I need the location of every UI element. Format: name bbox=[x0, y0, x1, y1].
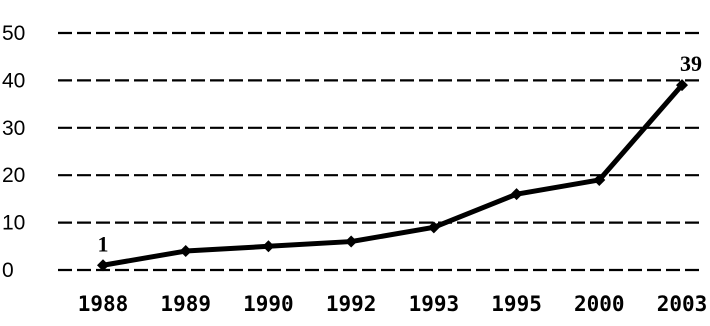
data-point-1989 bbox=[179, 245, 192, 258]
y-tick-label: 20 bbox=[2, 164, 25, 187]
data-label: 1 bbox=[98, 231, 109, 256]
y-tick-label: 10 bbox=[2, 212, 25, 235]
data-point-1995 bbox=[510, 188, 523, 201]
y-tick-label: 30 bbox=[2, 117, 25, 140]
x-tick-label: 1989 bbox=[160, 292, 211, 316]
y-tick-label: 0 bbox=[2, 259, 14, 282]
x-tick-label: 1992 bbox=[326, 292, 377, 316]
x-tick-label: 1988 bbox=[78, 292, 129, 316]
y-tick-label: 50 bbox=[2, 22, 25, 45]
data-point-2000 bbox=[593, 173, 606, 186]
x-axis-ticks: 1988 1989 1990 1992 1993 1995 2000 2003 bbox=[78, 292, 708, 316]
data-point-1993 bbox=[427, 221, 440, 234]
data-labels: 1 39 bbox=[98, 51, 703, 256]
x-tick-label: 2003 bbox=[657, 292, 708, 316]
gridlines bbox=[58, 31, 700, 272]
x-tick-label: 1995 bbox=[491, 292, 542, 316]
series bbox=[97, 79, 688, 272]
x-tick-label: 2000 bbox=[574, 292, 625, 316]
series-line bbox=[100, 82, 685, 268]
y-tick-label: 40 bbox=[2, 69, 25, 92]
x-tick-label: 1990 bbox=[243, 292, 294, 316]
data-label: 39 bbox=[680, 51, 702, 76]
data-point-1988 bbox=[97, 259, 109, 272]
data-point-2003 bbox=[676, 79, 688, 92]
y-axis-ticks: 0 10 20 30 40 50 bbox=[2, 22, 25, 282]
data-point-1990 bbox=[262, 240, 275, 253]
x-tick-label: 1993 bbox=[409, 292, 460, 316]
data-point-1992 bbox=[345, 235, 358, 248]
